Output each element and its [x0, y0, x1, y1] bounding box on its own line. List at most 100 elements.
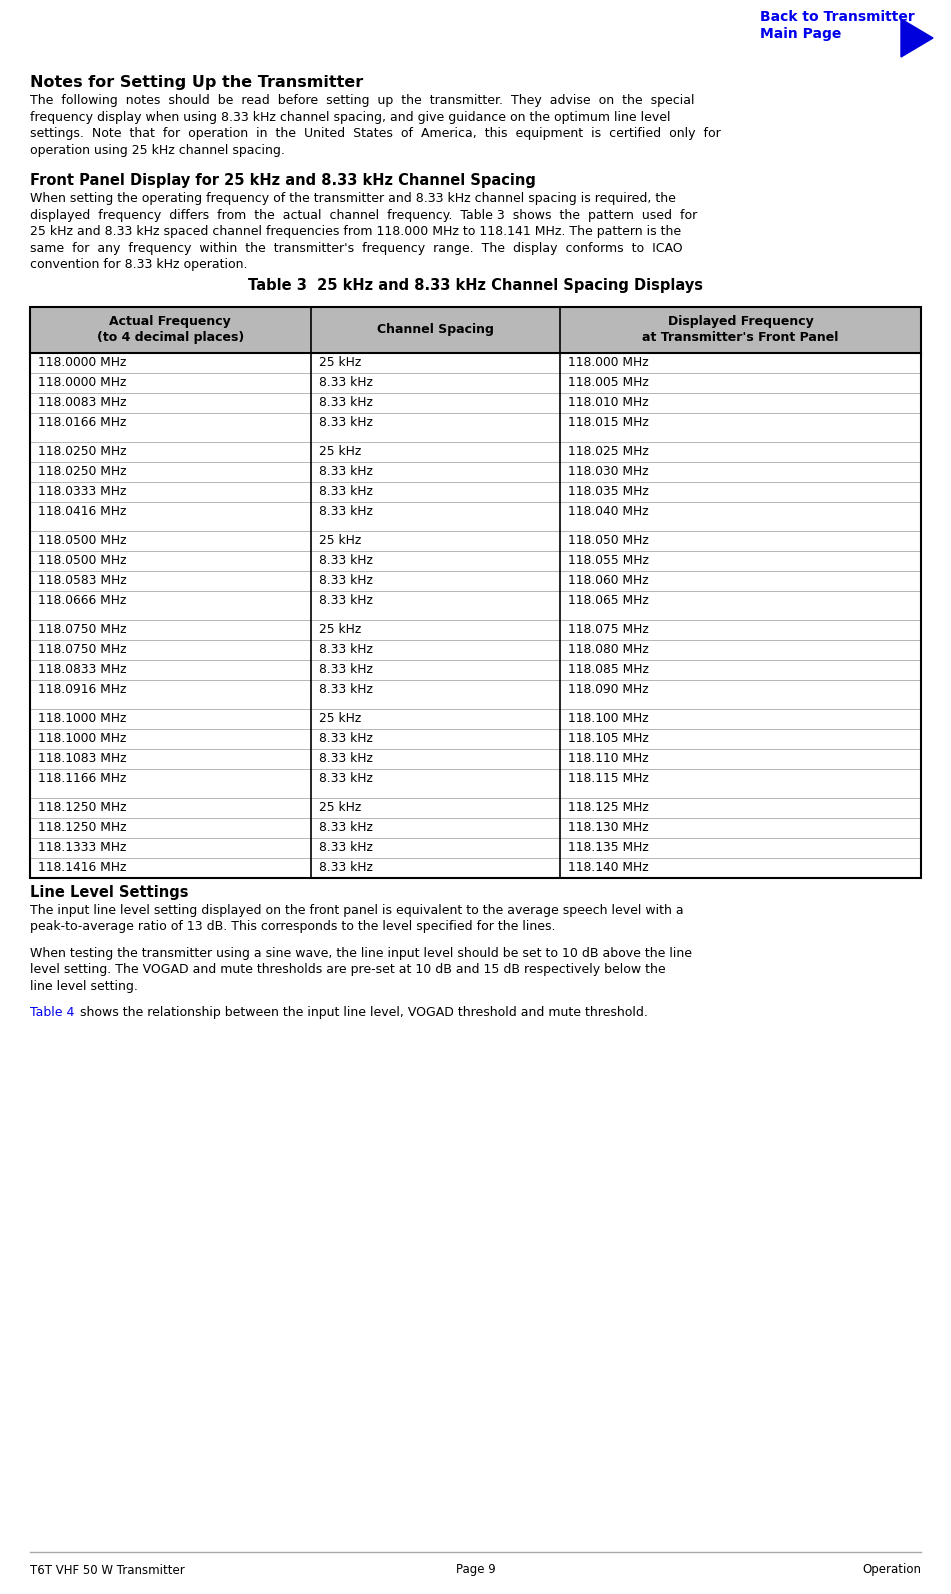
Text: 8.33 kHz: 8.33 kHz — [319, 485, 373, 497]
Text: 118.0083 MHz: 118.0083 MHz — [38, 395, 126, 410]
Text: 118.005 MHz: 118.005 MHz — [568, 376, 649, 389]
Text: 118.0666 MHz: 118.0666 MHz — [38, 595, 126, 607]
Text: 118.030 MHz: 118.030 MHz — [568, 465, 649, 478]
Text: 8.33 kHz: 8.33 kHz — [319, 663, 373, 676]
Text: operation using 25 kHz channel spacing.: operation using 25 kHz channel spacing. — [30, 143, 285, 156]
Text: 118.0166 MHz: 118.0166 MHz — [38, 416, 126, 429]
Text: 118.0916 MHz: 118.0916 MHz — [38, 682, 126, 697]
Text: 118.085 MHz: 118.085 MHz — [568, 663, 649, 676]
Text: convention for 8.33 kHz operation.: convention for 8.33 kHz operation. — [30, 258, 247, 271]
Text: Displayed Frequency
at Transmitter's Front Panel: Displayed Frequency at Transmitter's Fro… — [642, 316, 839, 344]
Text: 118.080 MHz: 118.080 MHz — [568, 642, 649, 657]
Text: 118.105 MHz: 118.105 MHz — [568, 732, 649, 744]
Text: 25 kHz: 25 kHz — [319, 355, 361, 368]
Text: settings.  Note  that  for  operation  in  the  United  States  of  America,  th: settings. Note that for operation in the… — [30, 128, 721, 140]
Text: The  following  notes  should  be  read  before  setting  up  the  transmitter. : The following notes should be read befor… — [30, 94, 694, 107]
Text: frequency display when using 8.33 kHz channel spacing, and give guidance on the : frequency display when using 8.33 kHz ch… — [30, 110, 670, 123]
Text: 8.33 kHz: 8.33 kHz — [319, 732, 373, 744]
Text: 118.0750 MHz: 118.0750 MHz — [38, 623, 126, 636]
Text: 118.100 MHz: 118.100 MHz — [568, 713, 649, 725]
Text: 118.000 MHz: 118.000 MHz — [568, 355, 649, 368]
Text: 8.33 kHz: 8.33 kHz — [319, 821, 373, 834]
Text: level setting. The VOGAD and mute thresholds are pre-set at 10 dB and 15 dB resp: level setting. The VOGAD and mute thresh… — [30, 963, 666, 976]
Text: 8.33 kHz: 8.33 kHz — [319, 842, 373, 854]
Text: 118.0416 MHz: 118.0416 MHz — [38, 505, 126, 518]
Text: Table 3  25 kHz and 8.33 kHz Channel Spacing Displays: Table 3 25 kHz and 8.33 kHz Channel Spac… — [248, 277, 703, 293]
Text: Operation: Operation — [862, 1564, 921, 1576]
Text: Table 4: Table 4 — [30, 1006, 74, 1019]
Text: 8.33 kHz: 8.33 kHz — [319, 771, 373, 784]
Text: 118.130 MHz: 118.130 MHz — [568, 821, 649, 834]
Text: same  for  any  frequency  within  the  transmitter's  frequency  range.  The  d: same for any frequency within the transm… — [30, 242, 683, 255]
Text: 118.075 MHz: 118.075 MHz — [568, 623, 649, 636]
Text: line level setting.: line level setting. — [30, 979, 138, 993]
Text: 118.0250 MHz: 118.0250 MHz — [38, 465, 126, 478]
Text: 118.0250 MHz: 118.0250 MHz — [38, 445, 126, 457]
Text: shows the relationship between the input line level, VOGAD threshold and mute th: shows the relationship between the input… — [76, 1006, 648, 1019]
Text: Page 9: Page 9 — [456, 1564, 495, 1576]
Text: 118.090 MHz: 118.090 MHz — [568, 682, 649, 697]
Text: 118.0750 MHz: 118.0750 MHz — [38, 642, 126, 657]
Text: 118.010 MHz: 118.010 MHz — [568, 395, 649, 410]
Text: 25 kHz: 25 kHz — [319, 445, 361, 457]
Text: 8.33 kHz: 8.33 kHz — [319, 376, 373, 389]
Text: peak-to-average ratio of 13 dB. This corresponds to the level specified for the : peak-to-average ratio of 13 dB. This cor… — [30, 920, 555, 932]
Text: 8.33 kHz: 8.33 kHz — [319, 574, 373, 587]
Text: The input line level setting displayed on the front panel is equivalent to the a: The input line level setting displayed o… — [30, 904, 684, 917]
Text: 8.33 kHz: 8.33 kHz — [319, 642, 373, 657]
Text: 8.33 kHz: 8.33 kHz — [319, 595, 373, 607]
Text: 118.0500 MHz: 118.0500 MHz — [38, 555, 126, 567]
Text: Front Panel Display for 25 kHz and 8.33 kHz Channel Spacing: Front Panel Display for 25 kHz and 8.33 … — [30, 174, 535, 188]
Text: 118.115 MHz: 118.115 MHz — [568, 771, 649, 784]
Bar — [30, 306, 921, 878]
Text: 118.065 MHz: 118.065 MHz — [568, 595, 649, 607]
Text: 118.0833 MHz: 118.0833 MHz — [38, 663, 126, 676]
Text: 25 kHz and 8.33 kHz spaced channel frequencies from 118.000 MHz to 118.141 MHz. : 25 kHz and 8.33 kHz spaced channel frequ… — [30, 225, 681, 238]
Text: 118.055 MHz: 118.055 MHz — [568, 555, 649, 567]
Text: 118.1000 MHz: 118.1000 MHz — [38, 732, 126, 744]
Text: 8.33 kHz: 8.33 kHz — [319, 416, 373, 429]
Text: 118.0000 MHz: 118.0000 MHz — [38, 355, 126, 368]
Text: 8.33 kHz: 8.33 kHz — [319, 682, 373, 697]
Text: 118.0000 MHz: 118.0000 MHz — [38, 376, 126, 389]
Text: Channel Spacing: Channel Spacing — [377, 324, 494, 336]
Text: 118.125 MHz: 118.125 MHz — [568, 802, 649, 815]
Text: Actual Frequency
(to 4 decimal places): Actual Frequency (to 4 decimal places) — [97, 316, 244, 344]
Bar — [30, 306, 921, 352]
Text: Line Level Settings: Line Level Settings — [30, 885, 188, 899]
Text: 8.33 kHz: 8.33 kHz — [319, 505, 373, 518]
Text: 118.060 MHz: 118.060 MHz — [568, 574, 649, 587]
Text: displayed  frequency  differs  from  the  actual  channel  frequency.  Table 3  : displayed frequency differs from the act… — [30, 209, 697, 222]
Text: T6T VHF 50 W Transmitter: T6T VHF 50 W Transmitter — [30, 1564, 184, 1576]
Text: 8.33 kHz: 8.33 kHz — [319, 465, 373, 478]
Text: When testing the transmitter using a sine wave, the line input level should be s: When testing the transmitter using a sin… — [30, 947, 692, 960]
Text: 118.015 MHz: 118.015 MHz — [568, 416, 649, 429]
Text: 118.1166 MHz: 118.1166 MHz — [38, 771, 126, 784]
Text: 8.33 kHz: 8.33 kHz — [319, 752, 373, 765]
Text: 8.33 kHz: 8.33 kHz — [319, 861, 373, 874]
Text: 118.040 MHz: 118.040 MHz — [568, 505, 649, 518]
Text: 118.0500 MHz: 118.0500 MHz — [38, 534, 126, 547]
Text: 118.1416 MHz: 118.1416 MHz — [38, 861, 126, 874]
Text: 118.135 MHz: 118.135 MHz — [568, 842, 649, 854]
Text: 25 kHz: 25 kHz — [319, 534, 361, 547]
Text: 25 kHz: 25 kHz — [319, 802, 361, 815]
Text: 118.1250 MHz: 118.1250 MHz — [38, 821, 126, 834]
Text: 118.035 MHz: 118.035 MHz — [568, 485, 649, 497]
Text: 118.0583 MHz: 118.0583 MHz — [38, 574, 126, 587]
Text: 118.1083 MHz: 118.1083 MHz — [38, 752, 126, 765]
Text: 25 kHz: 25 kHz — [319, 713, 361, 725]
Text: 118.1250 MHz: 118.1250 MHz — [38, 802, 126, 815]
Text: 25 kHz: 25 kHz — [319, 623, 361, 636]
Text: 118.110 MHz: 118.110 MHz — [568, 752, 649, 765]
Text: 118.140 MHz: 118.140 MHz — [568, 861, 649, 874]
Text: When setting the operating frequency of the transmitter and 8.33 kHz channel spa: When setting the operating frequency of … — [30, 191, 676, 206]
Text: 118.025 MHz: 118.025 MHz — [568, 445, 649, 457]
Text: 8.33 kHz: 8.33 kHz — [319, 395, 373, 410]
Text: 8.33 kHz: 8.33 kHz — [319, 555, 373, 567]
Text: 118.1333 MHz: 118.1333 MHz — [38, 842, 126, 854]
Text: 118.1000 MHz: 118.1000 MHz — [38, 713, 126, 725]
Text: 118.050 MHz: 118.050 MHz — [568, 534, 649, 547]
Text: Notes for Setting Up the Transmitter: Notes for Setting Up the Transmitter — [30, 75, 363, 89]
Text: Back to Transmitter
Main Page: Back to Transmitter Main Page — [760, 10, 915, 41]
